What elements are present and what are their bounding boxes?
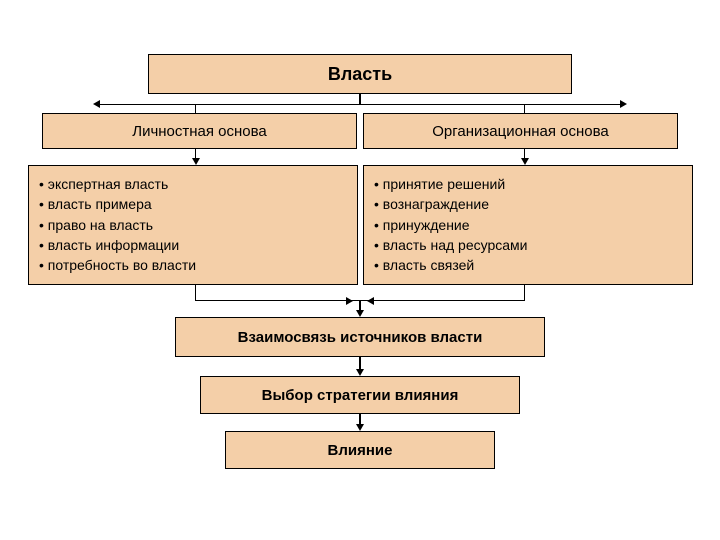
bottom2-box: Выбор стратегии влияния [200, 376, 520, 414]
connector [359, 94, 361, 104]
arrow-right-icon [620, 100, 627, 108]
item-text: принуждение [383, 217, 470, 233]
left-header-box: Личностная основа [42, 113, 357, 149]
arrow-down-icon [356, 310, 364, 317]
arrow-down-icon [356, 369, 364, 376]
right-list-box: • принятие решений • вознаграждение • пр… [363, 165, 693, 285]
right-header-box: Организационная основа [363, 113, 678, 149]
item-text: потребность во власти [48, 257, 196, 273]
item-text: власть над ресурсами [383, 237, 528, 253]
item-text: принятие решений [383, 176, 505, 192]
connector [195, 285, 196, 300]
item-text: власть информации [48, 237, 179, 253]
item-text: власть примера [48, 196, 152, 212]
list-item: • вознаграждение [374, 194, 682, 214]
top-label: Власть [328, 64, 392, 85]
list-item: • право на власть [39, 215, 347, 235]
connector [195, 104, 196, 113]
bottom3-box: Влияние [225, 431, 495, 469]
item-text: вознаграждение [383, 196, 489, 212]
connector [524, 104, 525, 113]
item-text: право на власть [48, 217, 153, 233]
arrow-right-icon [346, 297, 353, 305]
list-item: • экспертная власть [39, 174, 347, 194]
bottom3-label: Влияние [328, 442, 393, 459]
bottom1-box: Взаимосвязь источников власти [175, 317, 545, 357]
item-text: экспертная власть [48, 176, 168, 192]
bottom1-label: Взаимосвязь источников власти [238, 329, 483, 346]
list-item: • власть связей [374, 255, 682, 275]
top-box: Власть [148, 54, 572, 94]
left-list-box: • экспертная власть • власть примера • п… [28, 165, 358, 285]
arrow-left-icon [367, 297, 374, 305]
right-header-label: Организационная основа [432, 123, 609, 140]
arrow-down-icon [356, 424, 364, 431]
connector [524, 285, 525, 300]
arrow-down-icon [521, 158, 529, 165]
left-header-label: Личностная основа [132, 123, 267, 140]
list-item: • принятие решений [374, 174, 682, 194]
list-item: • власть над ресурсами [374, 235, 682, 255]
arrow-left-icon [93, 100, 100, 108]
list-item: • власть примера [39, 194, 347, 214]
connector [100, 104, 620, 105]
list-item: • власть информации [39, 235, 347, 255]
list-item: • принуждение [374, 215, 682, 235]
item-text: власть связей [383, 257, 474, 273]
list-item: • потребность во власти [39, 255, 347, 275]
bottom2-label: Выбор стратегии влияния [262, 387, 459, 404]
arrow-down-icon [192, 158, 200, 165]
